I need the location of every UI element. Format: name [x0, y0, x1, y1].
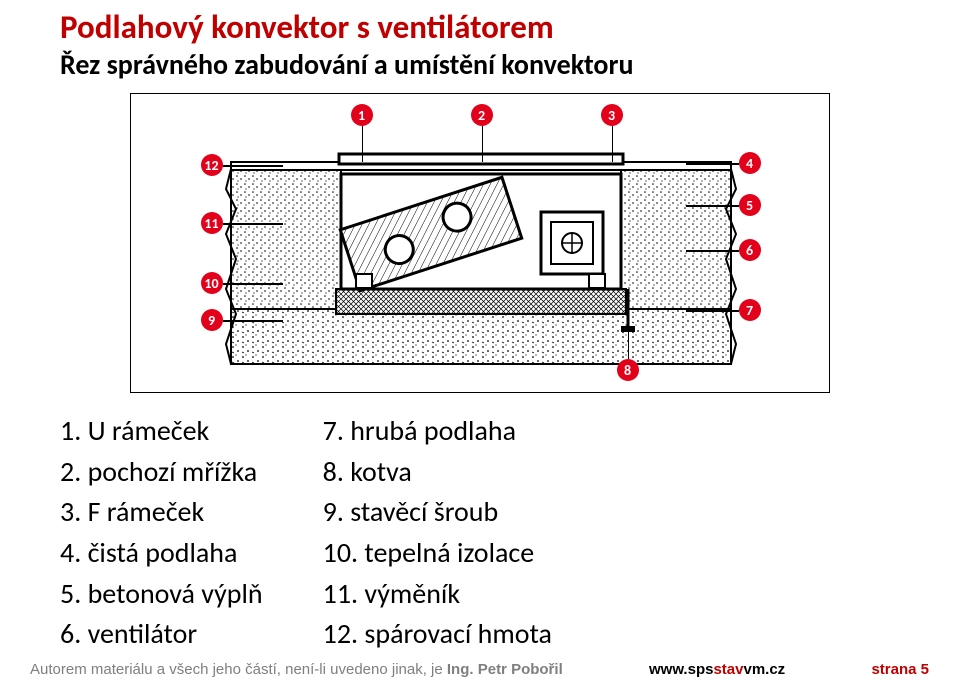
legend-item: 6. ventilátor: [60, 614, 263, 655]
page-title: Podlahový konvektor s ventilátorem: [60, 8, 899, 48]
legend: 1. U rámeček2. pochozí mřížka3. F rámeče…: [0, 393, 959, 655]
footer-url: www.spsstavvm.cz: [649, 661, 785, 678]
callout-leader: [686, 250, 739, 252]
callout-leader: [362, 126, 364, 162]
callout-3: 3: [601, 104, 623, 126]
callout-leader: [686, 163, 739, 165]
legend-item: 11. výměník: [323, 574, 552, 615]
callout-6: 6: [739, 239, 761, 261]
legend-item: 9. stavěcí šroub: [323, 492, 552, 533]
legend-left: 1. U rámeček2. pochozí mřížka3. F rámeče…: [60, 411, 263, 655]
footer-author: Autorem materiálu a všech jeho částí, ne…: [30, 661, 563, 678]
callout-9: 9: [201, 309, 223, 331]
callout-leader: [223, 283, 283, 285]
callout-leader: [612, 126, 614, 162]
legend-item: 10. tepelná izolace: [323, 533, 552, 574]
callout-5: 5: [739, 194, 761, 216]
legend-item: 8. kotva: [323, 452, 552, 493]
legend-item: 2. pochozí mřížka: [60, 452, 263, 493]
callout-leader: [223, 223, 283, 225]
legend-item: 12. spárovací hmota: [323, 614, 552, 655]
footer: Autorem materiálu a všech jeho částí, ne…: [0, 661, 959, 678]
legend-item: 4. čistá podlaha: [60, 533, 263, 574]
callout-leader: [223, 165, 283, 167]
legend-right: 7. hrubá podlaha8. kotva9. stavěcí šroub…: [323, 411, 552, 655]
page-subtitle: Řez správného zabudování a umístění konv…: [60, 48, 899, 82]
legend-item: 7. hrubá podlaha: [323, 411, 552, 452]
legend-item: 3. F rámeček: [60, 492, 263, 533]
callout-leader: [482, 126, 484, 162]
callout-leader: [628, 324, 630, 359]
callout-8: 8: [617, 359, 639, 381]
callout-leader: [223, 320, 283, 322]
callout-leader: [686, 205, 739, 207]
callout-leader: [686, 310, 739, 312]
callout-7: 7: [739, 299, 761, 321]
footer-page: strana 5: [871, 661, 929, 678]
callout-12: 12: [201, 154, 223, 176]
diagram: 123456789101112: [130, 93, 830, 393]
callout-11: 11: [201, 212, 223, 234]
callout-1: 1: [351, 104, 373, 126]
callout-10: 10: [201, 272, 223, 294]
callout-4: 4: [739, 152, 761, 174]
legend-item: 5. betonová výplň: [60, 574, 263, 615]
callout-2: 2: [471, 104, 493, 126]
legend-item: 1. U rámeček: [60, 411, 263, 452]
